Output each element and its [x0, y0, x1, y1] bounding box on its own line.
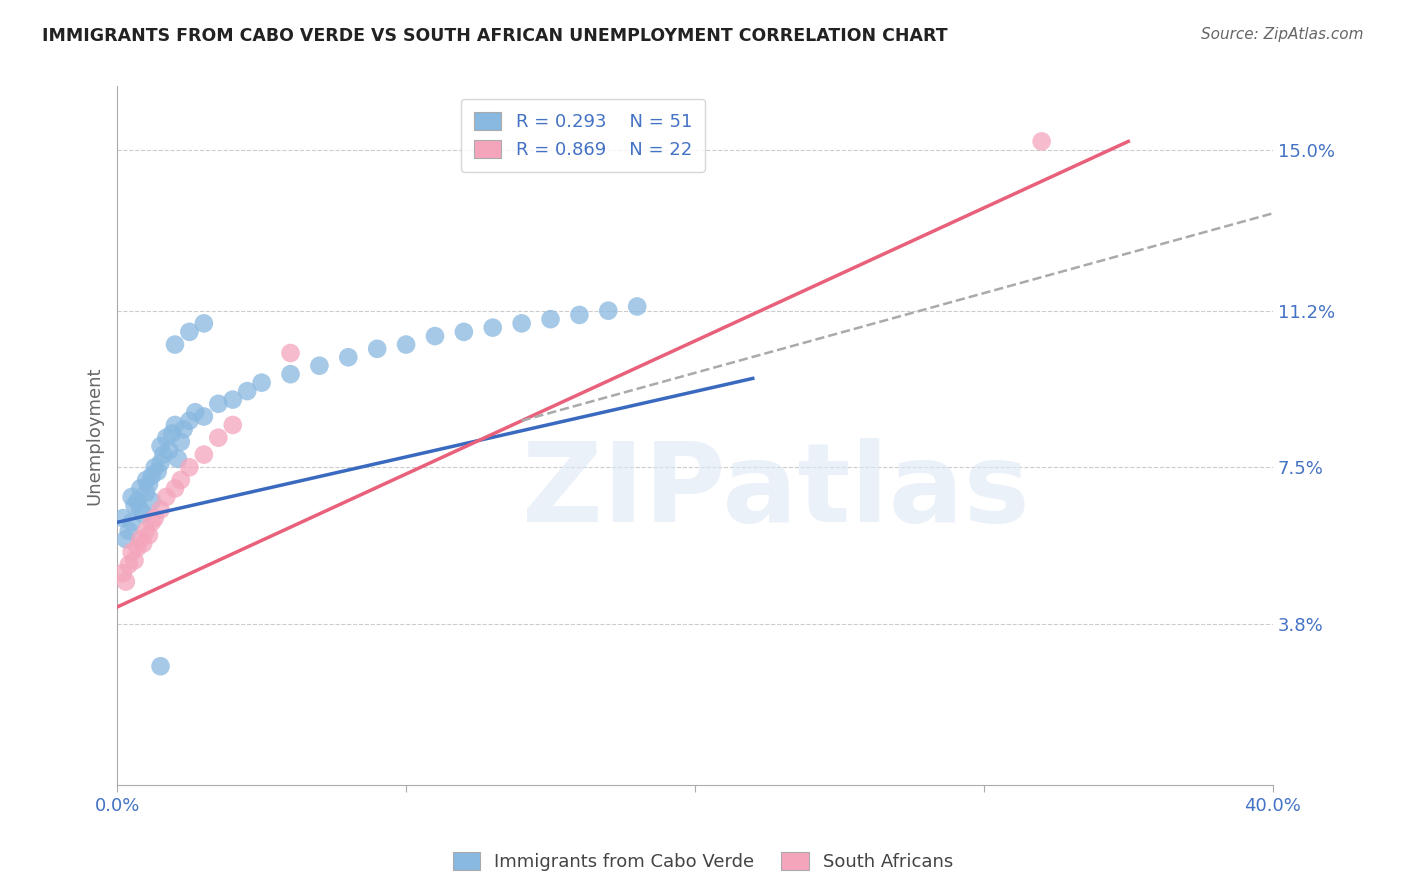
Point — [118, 558, 141, 572]
Point — [173, 422, 195, 436]
Point — [149, 439, 172, 453]
Point — [121, 490, 143, 504]
Point — [510, 317, 533, 331]
Point — [395, 337, 418, 351]
Point — [1031, 135, 1053, 149]
Point — [280, 367, 302, 381]
Y-axis label: Unemployment: Unemployment — [86, 367, 103, 505]
Text: ZIPatlas: ZIPatlas — [522, 438, 1029, 545]
Point — [141, 494, 163, 508]
Point — [127, 494, 149, 508]
Point — [170, 473, 193, 487]
Point — [179, 414, 201, 428]
Point — [163, 482, 186, 496]
Point — [129, 502, 152, 516]
Point — [121, 545, 143, 559]
Point — [568, 308, 591, 322]
Point — [143, 511, 166, 525]
Point — [124, 553, 146, 567]
Point — [138, 477, 160, 491]
Point — [132, 536, 155, 550]
Point — [132, 507, 155, 521]
Point — [540, 312, 562, 326]
Point — [453, 325, 475, 339]
Point — [308, 359, 330, 373]
Point — [118, 524, 141, 538]
Point — [184, 405, 207, 419]
Point — [598, 303, 620, 318]
Point — [138, 528, 160, 542]
Point — [423, 329, 446, 343]
Point — [236, 384, 259, 398]
Point — [141, 468, 163, 483]
Point — [222, 392, 245, 407]
Point — [149, 456, 172, 470]
Point — [170, 434, 193, 449]
Point — [146, 465, 169, 479]
Point — [157, 443, 180, 458]
Point — [155, 490, 177, 504]
Point — [129, 482, 152, 496]
Point — [149, 659, 172, 673]
Legend: Immigrants from Cabo Verde, South Africans: Immigrants from Cabo Verde, South Africa… — [446, 845, 960, 879]
Point — [222, 417, 245, 432]
Point — [121, 516, 143, 530]
Point — [115, 533, 138, 547]
Text: Source: ZipAtlas.com: Source: ZipAtlas.com — [1201, 27, 1364, 42]
Point — [626, 300, 648, 314]
Point — [160, 426, 183, 441]
Point — [166, 451, 188, 466]
Point — [163, 417, 186, 432]
Point — [135, 485, 157, 500]
Point — [111, 566, 134, 581]
Point — [135, 473, 157, 487]
Point — [152, 448, 174, 462]
Point — [193, 317, 215, 331]
Point — [207, 397, 229, 411]
Point — [250, 376, 273, 390]
Point — [366, 342, 388, 356]
Text: IMMIGRANTS FROM CABO VERDE VS SOUTH AFRICAN UNEMPLOYMENT CORRELATION CHART: IMMIGRANTS FROM CABO VERDE VS SOUTH AFRI… — [42, 27, 948, 45]
Point — [193, 409, 215, 424]
Point — [129, 533, 152, 547]
Point — [179, 325, 201, 339]
Point — [143, 460, 166, 475]
Point — [179, 460, 201, 475]
Legend: R = 0.293    N = 51, R = 0.869    N = 22: R = 0.293 N = 51, R = 0.869 N = 22 — [461, 99, 704, 172]
Point — [111, 511, 134, 525]
Point — [135, 524, 157, 538]
Point — [155, 431, 177, 445]
Point — [115, 574, 138, 589]
Point — [127, 541, 149, 555]
Point — [207, 431, 229, 445]
Point — [280, 346, 302, 360]
Point — [124, 499, 146, 513]
Point — [149, 502, 172, 516]
Point — [337, 351, 360, 365]
Point — [141, 516, 163, 530]
Point — [481, 320, 503, 334]
Point — [163, 337, 186, 351]
Point — [193, 448, 215, 462]
